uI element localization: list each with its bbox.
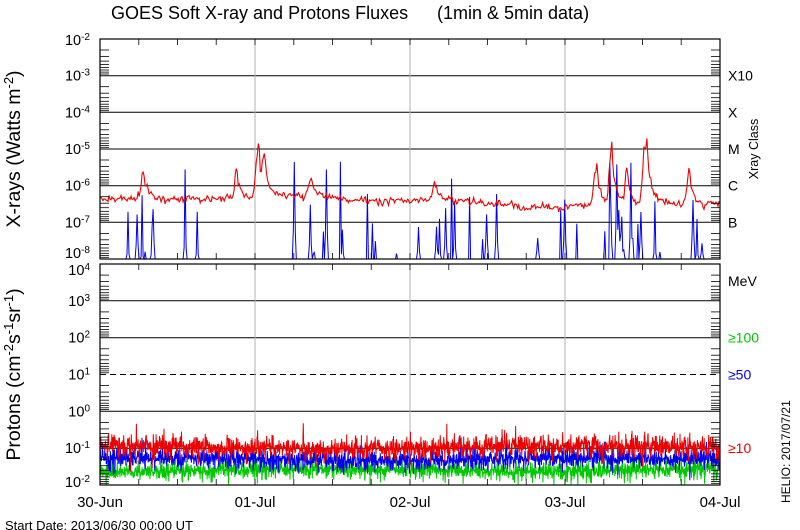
svg-text:≥50: ≥50 (728, 367, 751, 383)
svg-text:X: X (728, 104, 738, 120)
svg-text:04-Jul: 04-Jul (700, 494, 741, 511)
svg-text:(1min & 5min data): (1min & 5min data) (437, 3, 589, 23)
svg-text:MeV: MeV (728, 273, 757, 289)
svg-text:M: M (728, 141, 740, 157)
svg-text:03-Jul: 03-Jul (545, 494, 586, 511)
svg-text:GOES Soft X-ray and Protons Fl: GOES Soft X-ray and Protons Fluxes (111, 3, 408, 23)
svg-text:01-Jul: 01-Jul (235, 494, 276, 511)
svg-text:≥100: ≥100 (728, 330, 759, 346)
svg-text:B: B (728, 214, 737, 230)
svg-text:≥10: ≥10 (728, 440, 751, 456)
svg-text:HELIO: 2017/07/21: HELIO: 2017/07/21 (779, 400, 793, 503)
svg-text:X10: X10 (728, 68, 753, 84)
svg-text:30-Jun: 30-Jun (77, 494, 123, 511)
svg-text:X-rays (Watts m-2): X-rays (Watts m-2) (1, 70, 25, 227)
svg-text:C: C (728, 178, 738, 194)
svg-text:02-Jul: 02-Jul (390, 494, 431, 511)
svg-text:Xray Class: Xray Class (747, 119, 761, 179)
svg-text:Protons (cm-2s-1sr-1): Protons (cm-2s-1sr-1) (1, 288, 25, 460)
svg-text:Start Date: 2013/06/30 00:00 U: Start Date: 2013/06/30 00:00 UT (5, 518, 193, 530)
